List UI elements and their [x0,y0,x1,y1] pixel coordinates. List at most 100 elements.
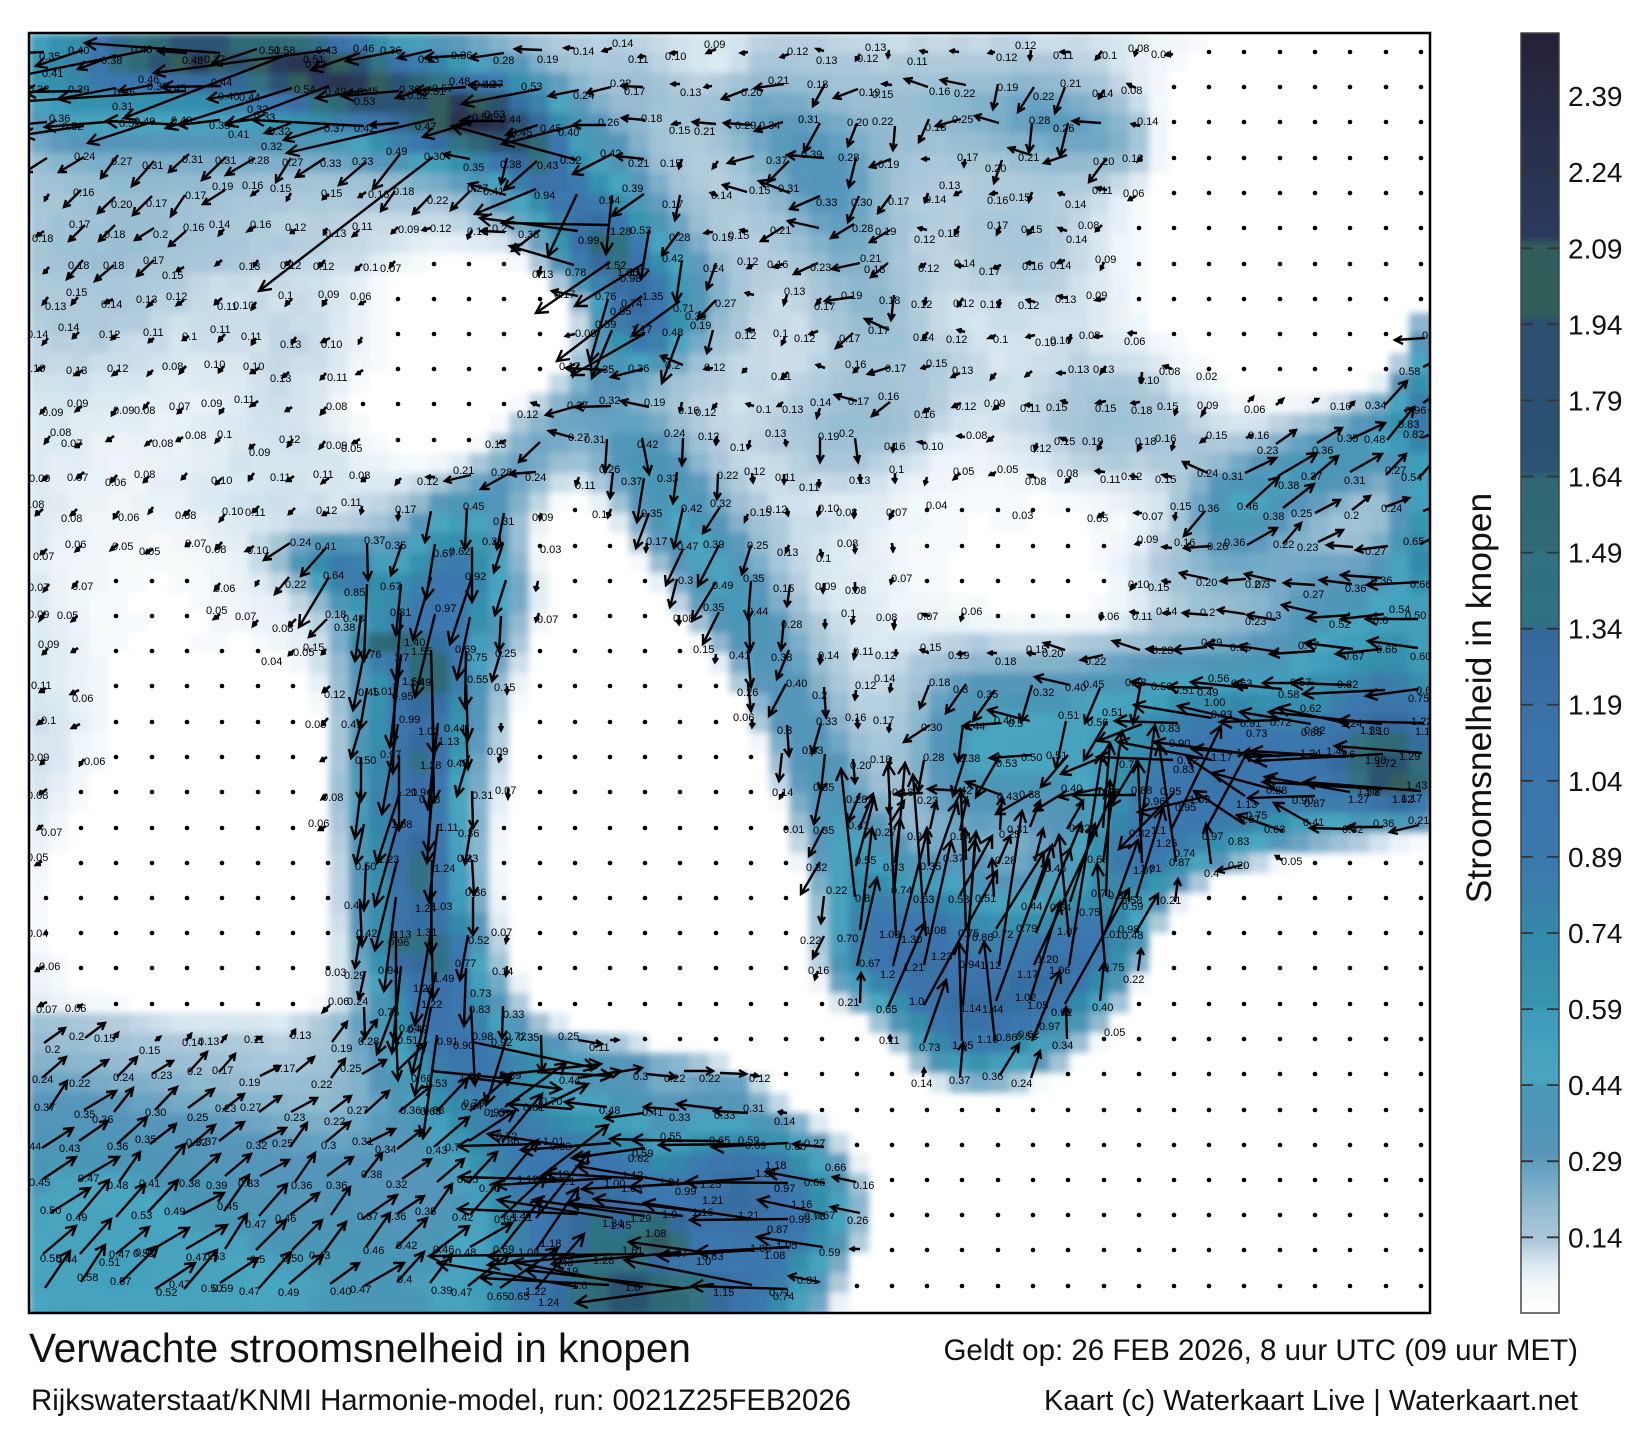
svg-text:0.01: 0.01 [783,824,804,836]
svg-text:0.07: 0.07 [491,927,512,939]
svg-text:0.13: 0.13 [816,55,837,67]
svg-text:0.41: 0.41 [228,129,249,141]
svg-text:0.2: 0.2 [1344,510,1359,522]
svg-text:0.34: 0.34 [375,1144,396,1156]
svg-text:0.86: 0.86 [1301,727,1322,739]
svg-text:Stroomsnelheid in knopen: Stroomsnelheid in knopen [1459,493,1499,904]
svg-text:0.22: 0.22 [717,470,738,482]
svg-text:0.73: 0.73 [1246,728,1267,740]
svg-text:0.35: 0.35 [1337,433,1358,445]
svg-text:0.06: 0.06 [1244,404,1265,416]
svg-text:0.35: 0.35 [518,1032,539,1044]
svg-text:0.13: 0.13 [136,294,157,306]
svg-text:0.83: 0.83 [1228,836,1249,848]
svg-text:0.39: 0.39 [206,1180,227,1192]
svg-text:0.35: 0.35 [135,1134,156,1146]
svg-text:0.19: 0.19 [818,431,839,443]
svg-text:0.22: 0.22 [1033,91,1054,103]
svg-text:0.47: 0.47 [350,1284,371,1296]
svg-text:0.09: 0.09 [532,512,553,524]
svg-text:1.34: 1.34 [1568,614,1623,645]
svg-text:0.44: 0.44 [1568,1070,1623,1101]
svg-text:0.33: 0.33 [457,853,478,865]
svg-text:0.58: 0.58 [1399,366,1420,378]
svg-text:0.24: 0.24 [1011,1078,1032,1090]
svg-text:0.19: 0.19 [537,54,558,66]
svg-text:0.14: 0.14 [492,966,513,978]
svg-text:0.11: 0.11 [589,1042,610,1054]
svg-text:0.59: 0.59 [1122,901,1143,913]
svg-text:0.50: 0.50 [1108,890,1129,902]
svg-text:0.22: 0.22 [872,116,893,128]
svg-text:0.83: 0.83 [1398,419,1419,431]
svg-text:0.12: 0.12 [766,504,787,516]
svg-text:0.20: 0.20 [985,163,1006,175]
svg-text:0.13: 0.13 [270,373,291,385]
svg-text:0.23: 0.23 [1297,542,1318,554]
svg-text:0.12: 0.12 [285,222,306,234]
svg-text:0.14: 0.14 [1568,1222,1623,1253]
svg-text:0.33: 0.33 [238,1178,259,1190]
svg-text:0.86: 0.86 [996,1032,1017,1044]
svg-text:0.06: 0.06 [118,512,139,524]
svg-text:0.17: 0.17 [957,152,978,164]
svg-text:0.25: 0.25 [1291,508,1312,520]
svg-text:1.29: 1.29 [413,983,434,995]
svg-text:0.21: 0.21 [628,158,649,170]
svg-text:0.12: 0.12 [1015,40,1036,52]
svg-text:0.05: 0.05 [341,443,362,455]
svg-text:0.12: 0.12 [946,334,967,346]
svg-text:0.06: 0.06 [961,606,982,618]
svg-text:0.53: 0.53 [204,1251,225,1263]
svg-text:1.11: 1.11 [438,822,459,834]
svg-text:0.39: 0.39 [703,539,724,551]
svg-text:0.79: 0.79 [1016,923,1037,935]
svg-text:0.1: 0.1 [816,553,831,565]
svg-text:0.15: 0.15 [926,358,947,370]
svg-text:0.40: 0.40 [786,678,807,690]
svg-text:0.48: 0.48 [1122,930,1143,942]
svg-text:0.09: 0.09 [815,581,836,593]
svg-text:0.18: 0.18 [104,229,125,241]
svg-text:0.09: 0.09 [1197,400,1218,412]
svg-text:0.99: 0.99 [675,1186,696,1198]
svg-text:0.26: 0.26 [1053,123,1074,135]
svg-text:0.12: 0.12 [1030,443,1051,455]
svg-text:0.32: 0.32 [246,1140,267,1152]
svg-text:0.16: 0.16 [808,965,829,977]
svg-text:0.2: 0.2 [1200,607,1215,619]
svg-text:0.11: 0.11 [907,56,928,68]
svg-text:0.17: 0.17 [185,190,206,202]
svg-text:0.49: 0.49 [386,146,407,158]
svg-text:1.04: 1.04 [459,1071,480,1083]
svg-text:0.16: 0.16 [987,195,1008,207]
svg-text:0.39: 0.39 [801,149,822,161]
svg-text:0.74: 0.74 [1568,918,1623,949]
svg-text:0.15: 0.15 [1206,430,1227,442]
svg-text:1.40: 1.40 [404,637,425,649]
svg-text:0.09: 0.09 [249,447,270,459]
svg-text:0.20: 0.20 [1042,648,1063,660]
svg-text:0.15: 0.15 [494,682,515,694]
svg-text:0.16: 0.16 [73,187,94,199]
svg-text:0.97: 0.97 [1039,1021,1060,1033]
svg-text:0.03: 0.03 [1012,510,1033,522]
svg-text:0.14: 0.14 [1065,199,1086,211]
svg-text:0.99: 0.99 [399,714,420,726]
svg-text:Kaart (c) Waterkaart Live | Wa: Kaart (c) Waterkaart Live | Waterkaart.n… [1044,1385,1578,1417]
svg-text:0.15: 0.15 [773,583,794,595]
svg-text:0.62: 0.62 [449,546,470,558]
svg-text:0.36: 0.36 [1312,445,1333,457]
svg-text:0.94: 0.94 [534,190,555,202]
svg-text:0.97: 0.97 [1202,831,1223,843]
svg-text:0.24: 0.24 [113,1072,134,1084]
svg-text:0.18: 0.18 [879,295,900,307]
svg-text:0.21: 0.21 [453,465,474,477]
svg-text:0.04: 0.04 [926,500,947,512]
svg-text:1.0: 1.0 [909,996,924,1008]
svg-text:0.65: 0.65 [1403,536,1424,548]
svg-text:0.49: 0.49 [66,1212,87,1224]
svg-text:0.1: 0.1 [730,442,745,454]
svg-text:0.19: 0.19 [690,320,711,332]
svg-text:0.73: 0.73 [919,1042,940,1054]
